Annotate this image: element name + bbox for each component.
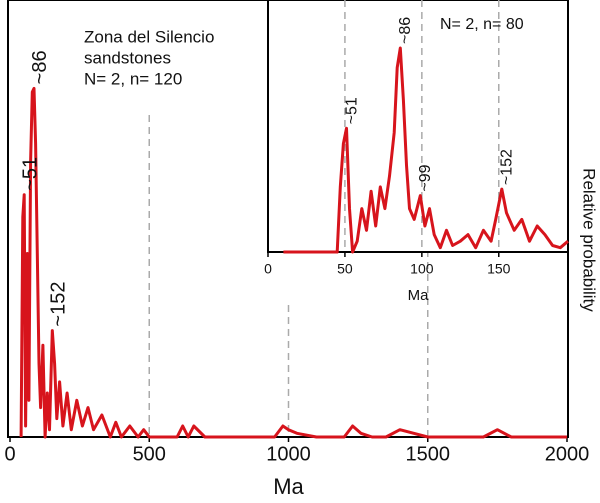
peak-annotation: ~152 [48,282,70,327]
peak-annotation: ~152 [499,149,516,185]
y-axis-label: Relative probability [580,168,599,312]
chart-text: N= 2, n= 120 [84,69,182,88]
peak-annotation: ~86 [397,17,414,44]
density-line [283,46,569,254]
x-tick-label: 500 [133,443,166,465]
plot-area [267,0,569,253]
x-tick-label: 50 [337,261,353,277]
peak-annotation: ~51 [343,97,360,124]
peak-annotation: ~51 [19,157,41,191]
x-axis-label: Ma [273,474,304,499]
x-tick-label: 1500 [406,443,451,465]
density-line [19,86,567,439]
x-tick-label: 100 [410,261,434,277]
x-tick-label: 1000 [266,443,311,465]
peak-annotation: ~99 [417,164,434,191]
x-tick-label: 2000 [545,443,590,465]
chart-text: Zona del Silencio [84,27,214,46]
chart-text: N= 2, n= 80 [440,16,524,33]
peak-annotation: ~86 [29,50,51,84]
chart-text: sandstones [84,48,171,67]
x-axis-label: Ma [408,287,429,304]
x-tick-label: 0 [264,261,272,277]
x-tick-label: 150 [487,261,511,277]
x-tick-label: 0 [4,443,15,465]
